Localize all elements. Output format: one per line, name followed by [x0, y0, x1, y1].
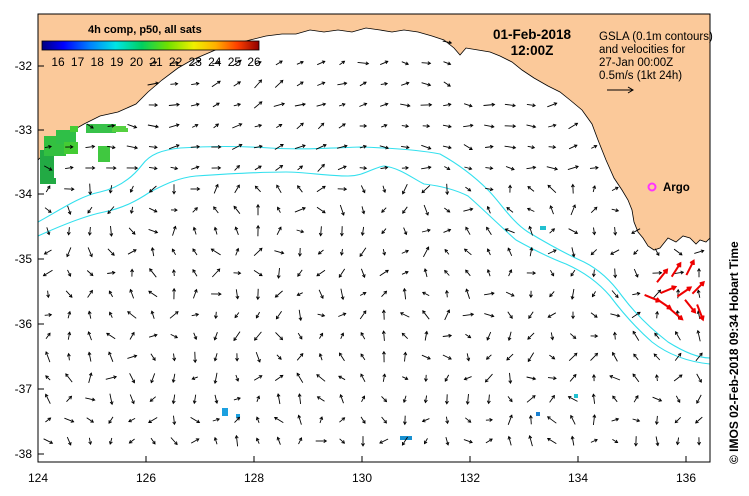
credit-text: © IMOS 02-Feb-2018 09:34 Hobart Time [727, 241, 741, 464]
colorbar-tick-label: 18 [91, 55, 105, 69]
lat-label: -35 [15, 252, 33, 266]
lat-label: -38 [15, 447, 33, 461]
lon-label: 134 [568, 471, 588, 485]
lon-label: 136 [676, 471, 696, 485]
colorbar-labels: 16 17 18 19 20 21 22 23 24 25 26 [51, 55, 261, 69]
lat-label: -34 [15, 187, 33, 201]
longitude-labels: 124 126 128 130 132 134 136 [28, 471, 696, 485]
lat-label: -33 [15, 123, 33, 137]
colorbar-tick-label: 19 [110, 55, 124, 69]
gsla-contours [38, 145, 710, 365]
colorbar-tick-label: 21 [149, 55, 163, 69]
info-line-2: and velocities for [599, 44, 685, 56]
lon-label: 128 [244, 471, 264, 485]
lon-label: 130 [352, 471, 372, 485]
sst-pixels [40, 124, 578, 440]
map-time: 12:00Z [511, 43, 554, 58]
colorbar-tick-label: 24 [208, 55, 222, 69]
lat-label: -36 [15, 317, 33, 331]
lon-label: 132 [460, 471, 480, 485]
colorbar [41, 40, 260, 51]
lat-label: -37 [15, 382, 33, 396]
argo-label: Argo [663, 182, 690, 194]
colorbar-tick-label: 23 [189, 55, 203, 69]
lon-label: 126 [136, 471, 156, 485]
australia-land [38, 14, 710, 251]
latitude-labels: -32 -33 -34 -35 -36 -37 -38 [15, 59, 33, 461]
lon-label: 124 [28, 471, 48, 485]
map-frame [37, 13, 711, 463]
info-line-1: GSLA (0.1m contours) [599, 31, 713, 43]
colorbar-title: 4h comp, p50, all sats [88, 24, 202, 36]
axis-ticks [37, 65, 687, 462]
fast-velocity-arrows [644, 259, 705, 322]
colorbar-tick-label: 17 [71, 55, 85, 69]
colorbar-tick-label: 26 [247, 55, 261, 69]
lat-label: -32 [15, 59, 33, 73]
velocity-arrows [42, 40, 705, 447]
colorbar-tick-label: 22 [169, 55, 183, 69]
info-line-4: 0.5m/s (1kt 24h) [599, 70, 682, 82]
colorbar-tick-label: 25 [228, 55, 242, 69]
argo-float-marker [647, 182, 657, 192]
info-line-3: 27-Jan 00:00Z [599, 57, 673, 69]
colorbar-tick-label: 20 [130, 55, 144, 69]
colorbar-tick-label: 16 [51, 55, 65, 69]
map-date: 01-Feb-2018 [493, 27, 572, 42]
